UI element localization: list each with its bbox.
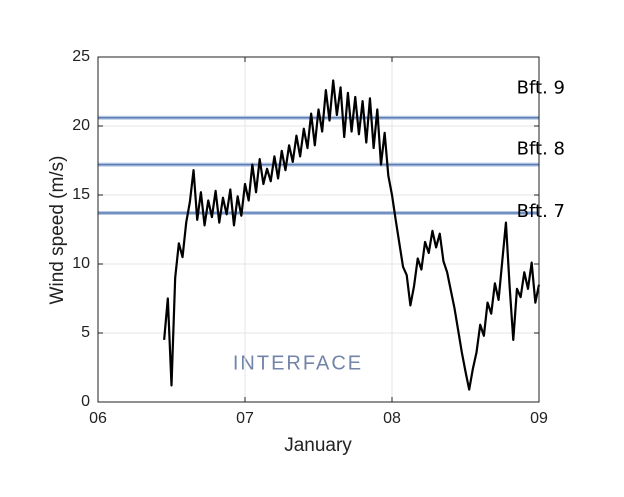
y-axis-label: Wind speed (m/s) xyxy=(47,156,68,305)
data-line xyxy=(163,79,541,391)
y-tick-label: 0 xyxy=(81,393,90,410)
y-tick-label: 25 xyxy=(72,48,90,65)
x-axis-label: January xyxy=(284,435,352,456)
reference-label: Bft. 8 xyxy=(517,139,565,160)
y-tick-label: 5 xyxy=(81,324,90,341)
y-tick-label: 15 xyxy=(72,186,90,203)
x-tick-label: 06 xyxy=(89,410,107,427)
y-tick-label: 20 xyxy=(72,117,90,134)
watermark: INTERFACE xyxy=(233,352,363,374)
reference-label: Bft. 7 xyxy=(517,201,565,222)
x-tick-label: 08 xyxy=(383,410,401,427)
x-tick-label: 07 xyxy=(236,410,254,427)
reference-label: Bft. 9 xyxy=(517,78,565,99)
x-tick-label: 09 xyxy=(530,410,548,427)
plot-frame xyxy=(97,56,540,403)
y-tick-label: 10 xyxy=(72,255,90,272)
